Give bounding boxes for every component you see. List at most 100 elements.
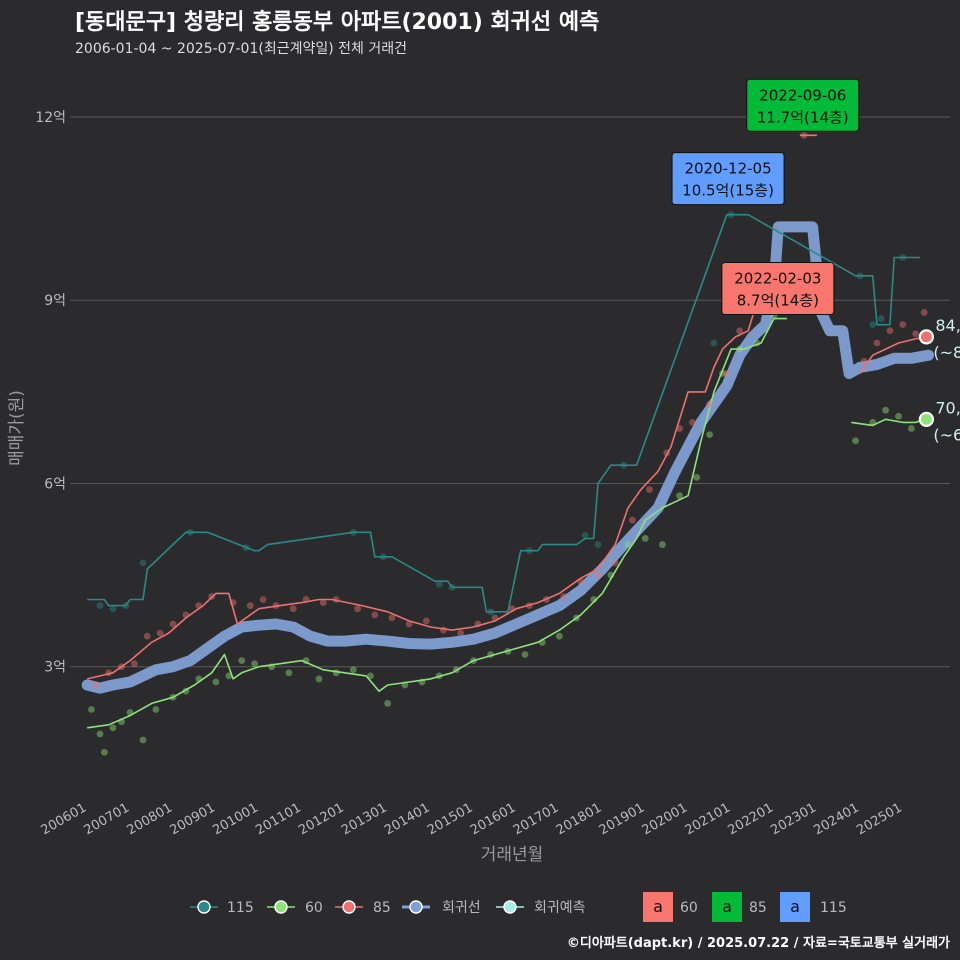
annotation-box: 2022-09-06 11.7억(14층) [746,78,860,132]
data-point-60 [590,596,598,603]
legend-box-glyph: a [653,897,663,916]
prediction-value: 70,500 [935,398,960,417]
data-point-85 [594,571,602,579]
legend-box-glyph: a [722,897,732,916]
annotation-value: 11.7억(14층) [757,108,849,126]
annotation-date: 2022-09-06 [759,86,846,104]
data-point-115 [899,254,907,261]
data-point-85 [646,486,653,493]
chart-title: [동대문구] 청량리 홍릉동부 아파트(2001) 회귀선 예측 [75,10,599,35]
data-point-60 [487,651,495,658]
legend-box-glyph: a [790,897,800,916]
x-tick-label: 201801 [554,800,604,838]
data-point-85 [525,602,533,610]
data-point-60 [676,492,683,500]
data-point-60 [538,638,546,646]
data-point-60 [139,736,147,744]
annotation-bg [721,262,835,316]
data-point-85 [388,614,396,622]
data-point-115 [139,559,147,567]
x-axis-label: 거래년월 [481,845,544,865]
legend-marker [409,900,423,914]
annotation-value: 8.7억(14층) [737,292,819,310]
x-tick-label: 201001 [210,800,260,838]
data-point-60 [555,632,563,640]
data-point-85 [422,617,430,625]
legend-box-label: 85 [749,900,767,916]
data-point-60 [88,706,95,713]
data-point-85 [628,516,636,524]
data-point-115 [349,528,357,536]
data-point-60 [238,657,246,665]
data-point-85 [246,602,254,610]
annotation-date: 2022-02-03 [734,270,821,288]
x-tick-label: 202201 [726,800,776,838]
data-point-60 [852,437,859,445]
data-point-60 [302,657,310,665]
data-point-115 [448,583,456,591]
data-point-60 [182,687,190,695]
data-point-85 [800,131,808,139]
annotation-box: 2020-12-05 10.5억(15층) [671,152,785,206]
data-point-85 [229,599,237,606]
x-tick-label: 201701 [511,800,561,838]
data-point-85 [272,602,280,610]
data-point-115 [96,602,104,610]
x-tick-label: 202501 [854,800,904,838]
plot-area [81,131,934,756]
data-point-60 [470,657,477,665]
data-point-60 [882,406,890,414]
data-point-115 [620,461,628,469]
caption: ©디아파트(dapt.kr) / 2025.07.22 / 자료=국토교통부 실… [567,935,950,951]
data-point-60 [268,663,276,671]
data-point-85 [319,599,327,606]
data-point-85 [440,626,447,634]
x-tick-label: 200901 [167,800,217,838]
series-line-85 [859,336,925,374]
data-point-115 [379,553,387,561]
legend-box-label: 60 [680,900,698,916]
data-point-115 [435,580,443,588]
data-point-60 [719,370,726,377]
data-point-85 [663,449,671,457]
x-tick-label: 202401 [811,800,861,838]
data-point-115 [487,608,495,616]
data-point-60 [225,672,233,680]
data-point-85 [577,577,585,585]
data-point-60 [521,651,529,658]
data-point-115 [710,339,718,347]
x-tick-label: 200601 [39,800,89,838]
data-point-85 [886,327,894,335]
legend-marker [342,900,356,914]
data-point-60 [736,345,744,353]
data-point-85 [405,620,413,628]
annotation-bg [746,78,860,132]
data-point-115 [109,605,117,613]
data-point-60 [452,666,460,674]
data-point-115 [594,541,602,548]
legend-box [712,892,742,922]
data-point-60 [285,669,293,677]
data-point-60 [152,706,160,713]
prediction-point [918,329,934,345]
data-point-60 [332,669,340,677]
annotation-box: 2022-02-03 8.7억(14층) [721,262,835,316]
data-point-115 [242,544,250,552]
legend-marker [274,900,288,914]
legend-label: 115 [227,900,254,916]
data-point-85 [354,605,362,613]
data-point-85 [118,663,125,671]
series-line-115 [87,213,920,613]
data-point-115 [581,531,589,539]
data-point-85 [920,309,928,316]
data-point-85 [182,611,190,619]
annotation-value: 10.5억(15층) [682,182,774,200]
x-tick-label: 201401 [382,800,432,838]
data-point-85 [706,400,714,408]
data-point-85 [899,321,907,329]
data-point-85 [474,620,482,628]
legend-label: 85 [373,900,391,916]
data-point-60 [658,541,666,548]
data-point-85 [491,614,499,622]
